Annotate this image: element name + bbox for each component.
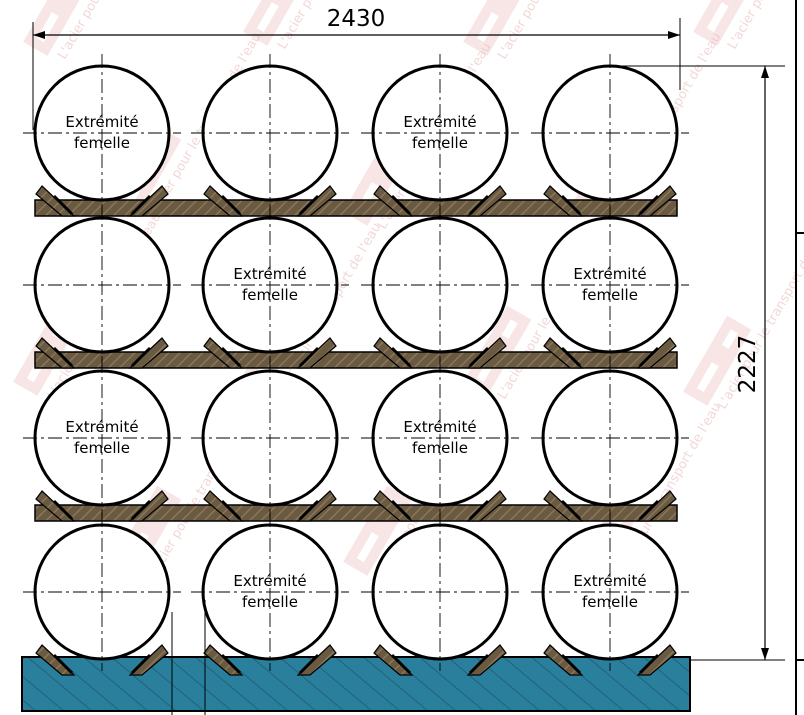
pipe	[361, 513, 519, 676]
timber-bearers	[34, 199, 678, 522]
pipe	[23, 513, 181, 676]
pipe: Extrémité femelle	[23, 54, 181, 217]
timber-bearer	[34, 351, 678, 369]
width-dimension-label: 2430	[327, 6, 386, 32]
pipe	[23, 206, 181, 369]
width-dimension: 2430	[32, 6, 681, 130]
pipe-label-line1: Extrémité	[233, 572, 306, 590]
pipe-stack: ExtrémitéfemelleExtrémitéfemelleExtrémit…	[23, 54, 689, 676]
pipe: Extrémité femelle	[361, 54, 519, 217]
pipe-label-line1: Extrémité	[403, 418, 476, 436]
height-dimension: 2227	[610, 65, 785, 661]
pipe	[191, 359, 349, 522]
pipe-label-line2: femelle	[242, 286, 298, 304]
pipe-label-line1: Extrémité	[573, 572, 646, 590]
pipe: Extrémité femelle	[531, 206, 689, 369]
pipe-label-line2: femelle	[74, 134, 130, 152]
pipe-label-line1: Extrémité	[65, 418, 138, 436]
timber-bearer	[34, 504, 678, 522]
pipe-label-line1: Extrémité	[573, 265, 646, 283]
pipe-label-line2: femelle	[74, 439, 130, 457]
pipe: Extrémité femelle	[191, 513, 349, 676]
pipe: Extrémité femelle	[531, 513, 689, 676]
height-dimension-label: 2227	[735, 335, 761, 394]
pipe	[361, 206, 519, 369]
timber-bearer	[34, 199, 678, 217]
pipe-label-line2: femelle	[412, 134, 468, 152]
pipe-label-line1: Extrémité	[65, 113, 138, 131]
pipe: Extrémité femelle	[191, 206, 349, 369]
pipe-label-line2: femelle	[582, 593, 638, 611]
pipe-label-line2: femelle	[582, 286, 638, 304]
pipe	[531, 359, 689, 522]
pipe-label-line2: femelle	[242, 593, 298, 611]
pipe: Extrémité femelle	[23, 359, 181, 522]
watermark-logo: L'acier pour le transport de l'eau	[463, 0, 614, 62]
pipe-label-line1: Extrémité	[403, 113, 476, 131]
pipe: Extrémité femelle	[361, 359, 519, 522]
pipe	[531, 54, 689, 217]
pipe-label-line2: femelle	[412, 439, 468, 457]
ground-base	[21, 656, 691, 712]
pipe-label-line1: Extrémité	[233, 265, 306, 283]
pipe	[191, 54, 349, 217]
watermark-logo: L'acier pour le transport de l'eau	[23, 0, 174, 62]
